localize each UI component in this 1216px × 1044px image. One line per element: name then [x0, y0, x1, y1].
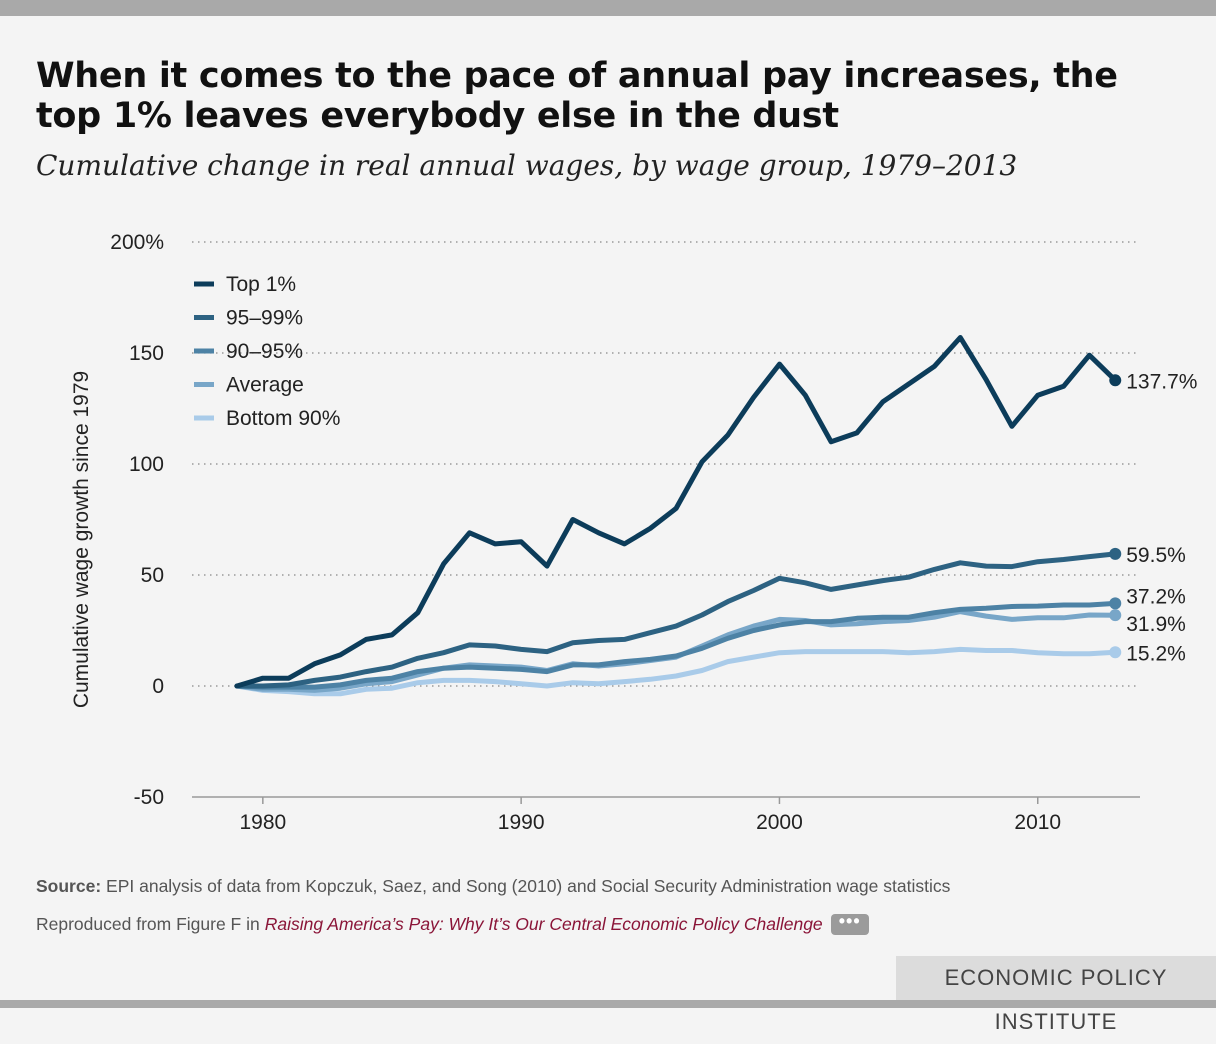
- source-note: Source: EPI analysis of data from Kopczu…: [36, 876, 950, 897]
- source-text: EPI analysis of data from Kopczuk, Saez,…: [106, 876, 951, 896]
- legend-label: Average: [226, 374, 304, 397]
- top-border-bar: [0, 0, 1216, 16]
- legend-label: Bottom 90%: [226, 407, 340, 430]
- y-tick-label: -50: [134, 786, 164, 809]
- line-chart: -50 0 50 100 150 200% 1980 1990 2000 2010 Cumulati…: [70, 231, 1197, 834]
- y-tick-label: 150: [129, 342, 164, 365]
- series-end-label: 137.7%: [1126, 370, 1197, 393]
- y-tick-label: 50: [141, 564, 164, 587]
- legend-label: 95–99%: [226, 307, 303, 330]
- series-end-label: 59.5%: [1126, 544, 1186, 567]
- series-line: [234, 646, 1118, 697]
- more-options-button[interactable]: •••: [830, 912, 869, 935]
- x-tick-label: 2000: [756, 811, 803, 834]
- legend-label: 90–95%: [226, 340, 303, 363]
- report-link[interactable]: Raising America’s Pay: Why It’s Our Cent…: [264, 914, 823, 934]
- chart-title: When it comes to the pace of annual pay …: [36, 56, 1118, 136]
- reproduction-note: Reproduced from Figure F in Raising Amer…: [36, 912, 869, 935]
- series-end-point: [1109, 609, 1122, 622]
- series-end-label: 37.2%: [1126, 585, 1186, 608]
- series-end-label: 15.2%: [1126, 642, 1186, 665]
- series-line: [234, 600, 1118, 690]
- x-tick-label: 1990: [498, 811, 545, 834]
- series-end-point: [1109, 547, 1122, 560]
- y-tick-label: 200%: [110, 231, 164, 254]
- x-tick-label: 1980: [239, 811, 286, 834]
- x-tick-label: 2010: [1014, 811, 1061, 834]
- series-line: [234, 551, 1118, 689]
- series-end-point: [1109, 646, 1122, 659]
- series-end-point: [1109, 597, 1122, 610]
- source-label: Source:: [36, 876, 102, 896]
- bottom-border-bar: [0, 1000, 1216, 1008]
- brand-footer: ECONOMIC POLICY INSTITUTE: [896, 956, 1216, 1034]
- chart-subtitle: Cumulative change in real annual wages, …: [36, 149, 1018, 182]
- y-tick-label: 0: [152, 675, 164, 698]
- series-line: [234, 335, 1118, 689]
- legend-label: Top 1%: [226, 273, 296, 296]
- y-axis-label: Cumulative wage growth since 1979: [70, 371, 93, 708]
- series-end-point: [1109, 374, 1122, 387]
- repro-prefix: Reproduced from Figure F in: [36, 914, 260, 934]
- series-end-label: 31.9%: [1126, 613, 1186, 636]
- y-tick-label: 100: [129, 453, 164, 476]
